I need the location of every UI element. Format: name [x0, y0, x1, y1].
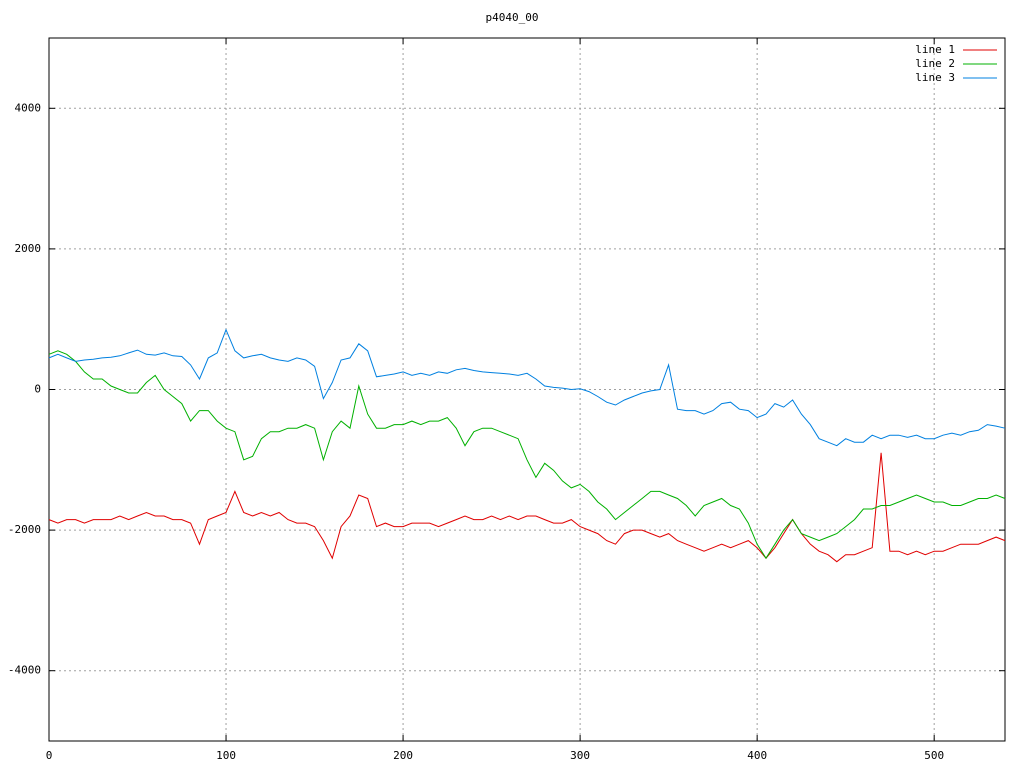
legend-label: line 2 — [915, 57, 955, 70]
data-line — [48, 452, 1006, 563]
legend-label: line 1 — [915, 43, 955, 56]
x-tick-label: 200 — [393, 749, 413, 762]
x-tick-label: 400 — [747, 749, 767, 762]
x-tick-label: 0 — [46, 749, 53, 762]
chart-title: p4040_00 — [486, 11, 539, 24]
x-tick-label: 100 — [216, 749, 236, 762]
data-line — [48, 328, 1006, 447]
data-line — [48, 350, 1006, 560]
plot-frame — [48, 37, 1006, 742]
y-tick-label: -4000 — [8, 664, 41, 677]
x-tick-label: 300 — [570, 749, 590, 762]
y-tick-label: 2000 — [15, 242, 42, 255]
x-tick-label: 500 — [924, 749, 944, 762]
y-tick-label: 4000 — [15, 101, 42, 114]
legend-label: line 3 — [915, 71, 955, 84]
y-tick-label: 0 — [34, 383, 41, 396]
y-tick-label: -2000 — [8, 523, 41, 536]
